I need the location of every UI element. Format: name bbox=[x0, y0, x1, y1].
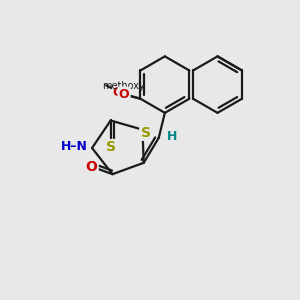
Text: S: S bbox=[140, 126, 151, 140]
Text: methoxy: methoxy bbox=[102, 81, 145, 91]
Text: H–N: H–N bbox=[61, 140, 88, 153]
Text: O: O bbox=[119, 88, 129, 101]
Text: O: O bbox=[113, 86, 123, 99]
Text: O: O bbox=[85, 160, 98, 174]
Text: S: S bbox=[106, 140, 116, 154]
Text: H: H bbox=[167, 130, 177, 143]
